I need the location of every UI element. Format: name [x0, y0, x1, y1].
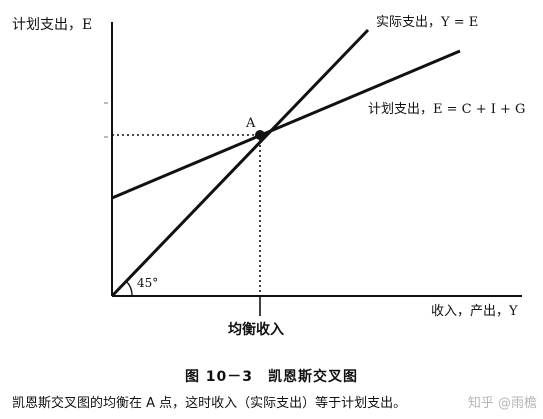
planned-line-label: 计划支出，E = C + I + G: [368, 102, 525, 117]
actual-line-label: 实际支出，Y = E: [376, 15, 478, 30]
equilibrium-point: [255, 130, 265, 140]
point-label: A: [245, 116, 256, 131]
planned-expenditure-line: [111, 49, 461, 200]
actual-expenditure-line: [110, 28, 370, 298]
angle-arc: [125, 280, 133, 297]
equilibrium-income-label: 均衡收入: [228, 321, 284, 338]
watermark: 知乎 @雨檐: [467, 396, 537, 411]
angle-label: 45°: [137, 276, 158, 290]
x-axis-label: 收入，产出，Y: [431, 304, 518, 319]
figure-title: 图 10－3 凯恩斯交叉图: [184, 369, 359, 385]
y-axis-label: 计划支出，E: [12, 17, 92, 33]
figure-caption: 凯恩斯交叉图的均衡在 A 点，这时收入（实际支出）等于计划支出。: [12, 396, 407, 411]
